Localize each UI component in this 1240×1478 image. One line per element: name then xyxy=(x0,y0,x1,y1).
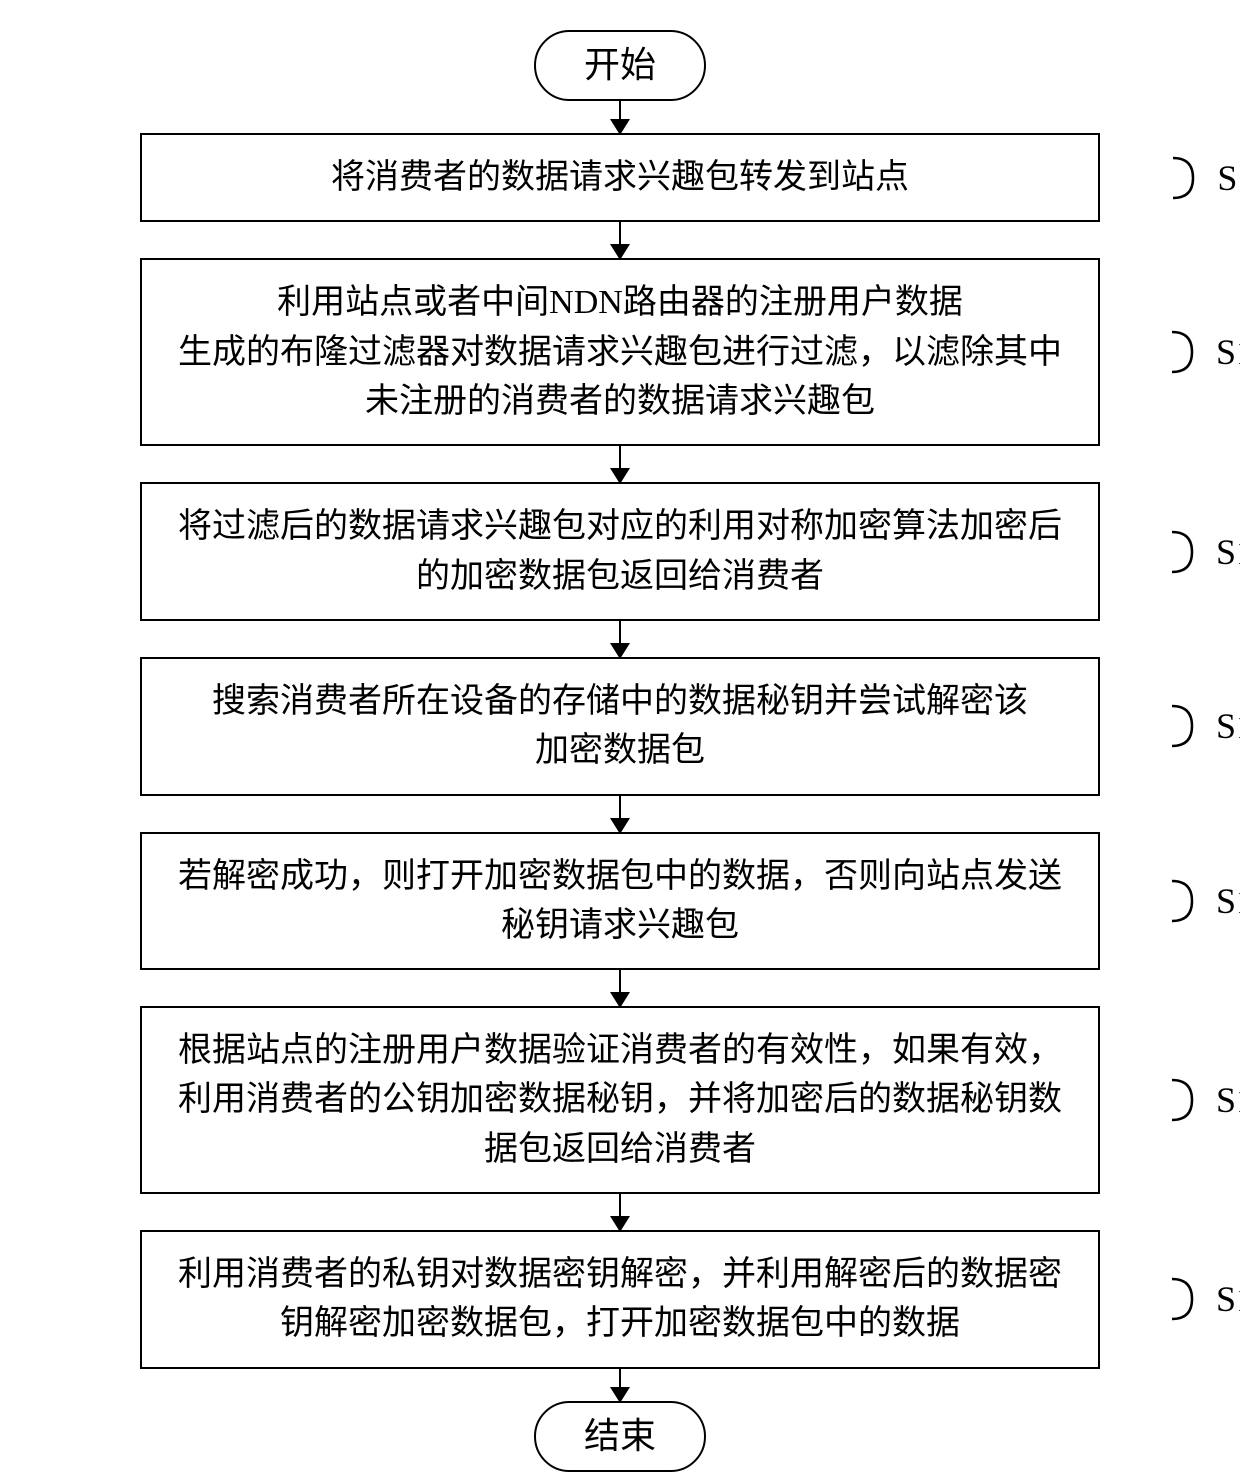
step-id: S15 xyxy=(1216,880,1240,922)
connector-curve-icon xyxy=(1170,1074,1210,1126)
connector-curve-icon xyxy=(1170,326,1210,378)
process-s13: 将过滤后的数据请求兴趣包对应的利用对称加密算法加密后的加密数据包返回给消费者 xyxy=(140,482,1100,621)
connector-curve-icon xyxy=(1170,526,1210,578)
arrow xyxy=(619,970,622,1006)
step-id: S13 xyxy=(1216,531,1240,573)
process-s15: 若解密成功，则打开加密数据包中的数据，否则向站点发送秘钥请求兴趣包 xyxy=(140,832,1100,971)
connector-curve-icon xyxy=(1170,700,1210,752)
step-label-s17: S17 xyxy=(1170,1273,1240,1325)
step-id: S12 xyxy=(1216,331,1240,373)
step-wrap-s15: 若解密成功，则打开加密数据包中的数据，否则向站点发送秘钥请求兴趣包 S15 xyxy=(60,832,1180,971)
arrow xyxy=(619,101,622,133)
process-s17: 利用消费者的私钥对数据密钥解密，并利用解密后的数据密钥解密加密数据包，打开加密数… xyxy=(140,1230,1100,1369)
step-label-s15: S15 xyxy=(1170,875,1240,927)
connector-curve-icon xyxy=(1170,875,1210,927)
arrow xyxy=(619,621,622,657)
step-wrap-s11: 将消费者的数据请求兴趣包转发到站点 S11 xyxy=(60,133,1180,222)
step-wrap-s17: 利用消费者的私钥对数据密钥解密，并利用解密后的数据密钥解密加密数据包，打开加密数… xyxy=(60,1230,1180,1369)
step-label-s14: S14 xyxy=(1170,700,1240,752)
process-text: 若解密成功，则打开加密数据包中的数据，否则向站点发送秘钥请求兴趣包 xyxy=(178,858,1062,944)
process-s12: 利用站点或者中间NDN路由器的注册用户数据生成的布隆过滤器对数据请求兴趣包进行过… xyxy=(140,258,1100,446)
process-text: 将过滤后的数据请求兴趣包对应的利用对称加密算法加密后的加密数据包返回给消费者 xyxy=(178,508,1062,594)
start-label: 开始 xyxy=(584,45,656,85)
arrow xyxy=(619,796,622,832)
step-wrap-s16: 根据站点的注册用户数据验证消费者的有效性，如果有效，利用消费者的公钥加密数据秘钥… xyxy=(60,1006,1180,1194)
step-label-s11: S11 xyxy=(1171,152,1240,204)
step-wrap-s12: 利用站点或者中间NDN路由器的注册用户数据生成的布隆过滤器对数据请求兴趣包进行过… xyxy=(60,258,1180,446)
step-id: S14 xyxy=(1216,705,1240,747)
process-s16: 根据站点的注册用户数据验证消费者的有效性，如果有效，利用消费者的公钥加密数据秘钥… xyxy=(140,1006,1100,1194)
step-wrap-s13: 将过滤后的数据请求兴趣包对应的利用对称加密算法加密后的加密数据包返回给消费者 S… xyxy=(60,482,1180,621)
step-label-s16: S16 xyxy=(1170,1074,1240,1126)
process-text: 利用消费者的私钥对数据密钥解密，并利用解密后的数据密钥解密加密数据包，打开加密数… xyxy=(178,1256,1062,1342)
arrow xyxy=(619,1194,622,1230)
process-text: 搜索消费者所在设备的存储中的数据秘钥并尝试解密该加密数据包 xyxy=(212,683,1028,769)
process-s14: 搜索消费者所在设备的存储中的数据秘钥并尝试解密该加密数据包 xyxy=(140,657,1100,796)
arrow xyxy=(619,1369,622,1401)
step-id: S17 xyxy=(1216,1278,1240,1320)
process-text: 将消费者的数据请求兴趣包转发到站点 xyxy=(331,159,909,196)
end-label: 结束 xyxy=(584,1416,656,1456)
arrow xyxy=(619,446,622,482)
step-id: S11 xyxy=(1217,157,1240,199)
step-wrap-s14: 搜索消费者所在设备的存储中的数据秘钥并尝试解密该加密数据包 S14 xyxy=(60,657,1180,796)
flowchart-container: 开始 将消费者的数据请求兴趣包转发到站点 S11 利用站点或者中间NDN路由器的… xyxy=(60,30,1180,1472)
process-text: 根据站点的注册用户数据验证消费者的有效性，如果有效，利用消费者的公钥加密数据秘钥… xyxy=(178,1032,1062,1168)
connector-curve-icon xyxy=(1170,1273,1210,1325)
connector-curve-icon xyxy=(1171,152,1211,204)
process-s11: 将消费者的数据请求兴趣包转发到站点 xyxy=(140,133,1100,222)
end-terminal: 结束 xyxy=(534,1401,706,1472)
start-terminal: 开始 xyxy=(534,30,706,101)
step-id: S16 xyxy=(1216,1079,1240,1121)
process-text: 利用站点或者中间NDN路由器的注册用户数据生成的布隆过滤器对数据请求兴趣包进行过… xyxy=(178,284,1062,420)
arrow xyxy=(619,222,622,258)
step-label-s13: S13 xyxy=(1170,526,1240,578)
step-label-s12: S12 xyxy=(1170,326,1240,378)
